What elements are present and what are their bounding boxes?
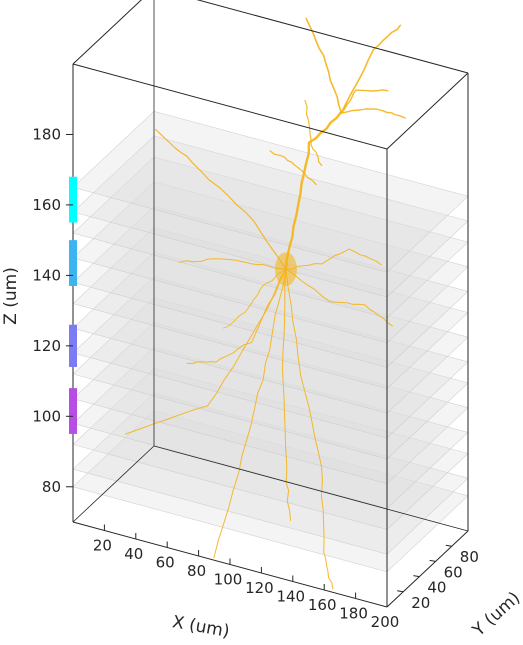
apical-tuft-branch (305, 17, 343, 114)
z-tick-label: 140 (32, 266, 61, 284)
axes-box-edge (72, 63, 388, 150)
x-tick-label: 120 (245, 579, 274, 597)
apical-tuft-branch (340, 24, 402, 114)
y-tick (445, 544, 452, 547)
x-tick-label: 60 (156, 554, 175, 572)
axes-box-edge (72, 0, 142, 65)
y-tick (413, 575, 420, 578)
layer-bar (69, 388, 77, 434)
basal-dendrite (285, 248, 382, 270)
x-tick-label: 200 (371, 613, 400, 631)
x-tick-label: 40 (124, 545, 143, 563)
axes-box-edge (386, 530, 469, 608)
imaging-planes (72, 110, 469, 573)
x-tick-label: 160 (308, 596, 337, 614)
z-tick-label: 180 (32, 125, 61, 143)
basal-dendrite (222, 268, 287, 329)
neuron-morphology (124, 17, 406, 590)
x-tick-label: 180 (339, 605, 368, 623)
z-tick-label: 80 (42, 478, 61, 496)
y-tick-label: 80 (460, 548, 479, 566)
axes-box-edge (196, 0, 469, 74)
y-tick (397, 590, 404, 593)
x-tick-label: 100 (214, 571, 243, 589)
y-axis-label: Y (um) (468, 588, 523, 641)
z-tick-label: 120 (32, 337, 61, 355)
z-tick-label: 160 (32, 196, 61, 214)
basal-dendrite (282, 268, 291, 521)
x-tick-label: 20 (93, 537, 112, 555)
y-tick-label: 40 (427, 579, 446, 597)
z-tick-label: 100 (32, 407, 61, 425)
apical-tuft-branch (340, 108, 406, 119)
layer-bar (69, 240, 77, 286)
y-tick (429, 559, 436, 562)
layer-bar (69, 176, 77, 223)
axis-ticks: 20 40 60 80 100 120 140 160 180 20020406080801001… (32, 125, 479, 631)
axes-box-edge (386, 72, 469, 150)
y-tick-label: 60 (444, 563, 463, 581)
basal-dendrite (178, 258, 287, 270)
y-tick-label: 20 (411, 594, 430, 612)
basal-dendrite (213, 268, 287, 559)
x-tick-label: 80 (187, 562, 206, 580)
apical-oblique (304, 99, 323, 167)
basal-dendrite (155, 128, 287, 270)
axes-box (72, 0, 469, 608)
axes-box-edge (153, 445, 469, 532)
x-axis-label: X (um) (171, 612, 231, 642)
basal-dendrite (285, 268, 334, 590)
apical-tuft-branch (340, 89, 389, 114)
apical-oblique (269, 150, 317, 186)
basal-dendrite (186, 268, 287, 364)
axes-box-edge (72, 445, 155, 523)
x-tick-label: 140 (276, 588, 305, 606)
basal-dendrite (285, 268, 393, 327)
z-axis-label: Z (um) (1, 267, 21, 325)
